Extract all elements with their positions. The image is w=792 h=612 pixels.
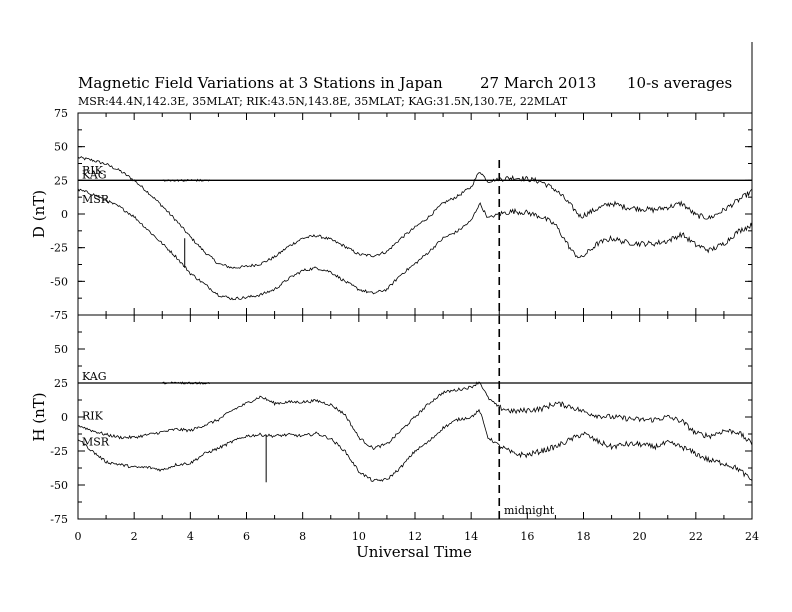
x-tick-label: 0 — [75, 530, 82, 543]
series-label-kag: KAG — [82, 370, 107, 383]
y-tick-label: 25 — [54, 377, 68, 390]
series-line-msr — [77, 408, 753, 482]
x-tick-label: 10 — [352, 530, 366, 543]
chart-title: Magnetic Field Variations at 3 Stations … — [78, 74, 443, 92]
series-noise-kag — [162, 178, 210, 182]
y-tick-label: -25 — [50, 445, 68, 458]
chart-subtitle: MSR:44.4N,142.3E, 35MLAT; RIK:43.5N,143.… — [78, 95, 568, 108]
y-tick-label: 50 — [54, 343, 68, 356]
x-tick-label: 22 — [689, 530, 703, 543]
series-line-rik — [77, 156, 753, 269]
y-axis-label: D (nT) — [30, 190, 48, 238]
series-label-rik: RIK — [82, 164, 104, 177]
y-tick-label: 0 — [61, 411, 68, 424]
chart-date: 27 March 2013 — [480, 74, 596, 92]
y-tick-label: -50 — [50, 275, 68, 288]
x-tick-label: 4 — [187, 530, 194, 543]
x-tick-label: 6 — [243, 530, 250, 543]
y-tick-label: 75 — [54, 107, 68, 120]
x-tick-label: 24 — [745, 530, 759, 543]
y-axis-label: H (nT) — [30, 392, 48, 441]
x-tick-label: 16 — [520, 530, 534, 543]
x-tick-label: 18 — [577, 530, 591, 543]
midnight-label: midnight — [504, 504, 555, 517]
x-tick-label: 12 — [408, 530, 422, 543]
series-label-kag: KAG — [82, 168, 107, 181]
series-label-msr: MSR — [82, 436, 110, 449]
series-noise-kag — [162, 381, 210, 385]
series-line-msr — [77, 188, 753, 301]
x-axis-label: Universal Time — [356, 543, 472, 561]
x-tick-label: 2 — [131, 530, 138, 543]
series-line-rik — [77, 381, 753, 451]
series-label-rik: RIK — [82, 410, 104, 423]
chart-averaging: 10-s averages — [627, 74, 732, 92]
x-tick-label: 20 — [633, 530, 647, 543]
series-label-msr: MSR — [82, 193, 110, 206]
x-tick-label: 8 — [299, 530, 306, 543]
panel-frame-0 — [77, 112, 753, 316]
y-tick-label: 25 — [54, 174, 68, 187]
y-tick-label: 0 — [61, 208, 68, 221]
y-tick-label: -25 — [50, 242, 68, 255]
y-tick-label: -75 — [50, 309, 68, 322]
y-tick-label: -50 — [50, 479, 68, 492]
x-tick-label: 14 — [464, 530, 478, 543]
y-tick-label: 50 — [54, 141, 68, 154]
y-tick-label: -75 — [50, 513, 68, 526]
